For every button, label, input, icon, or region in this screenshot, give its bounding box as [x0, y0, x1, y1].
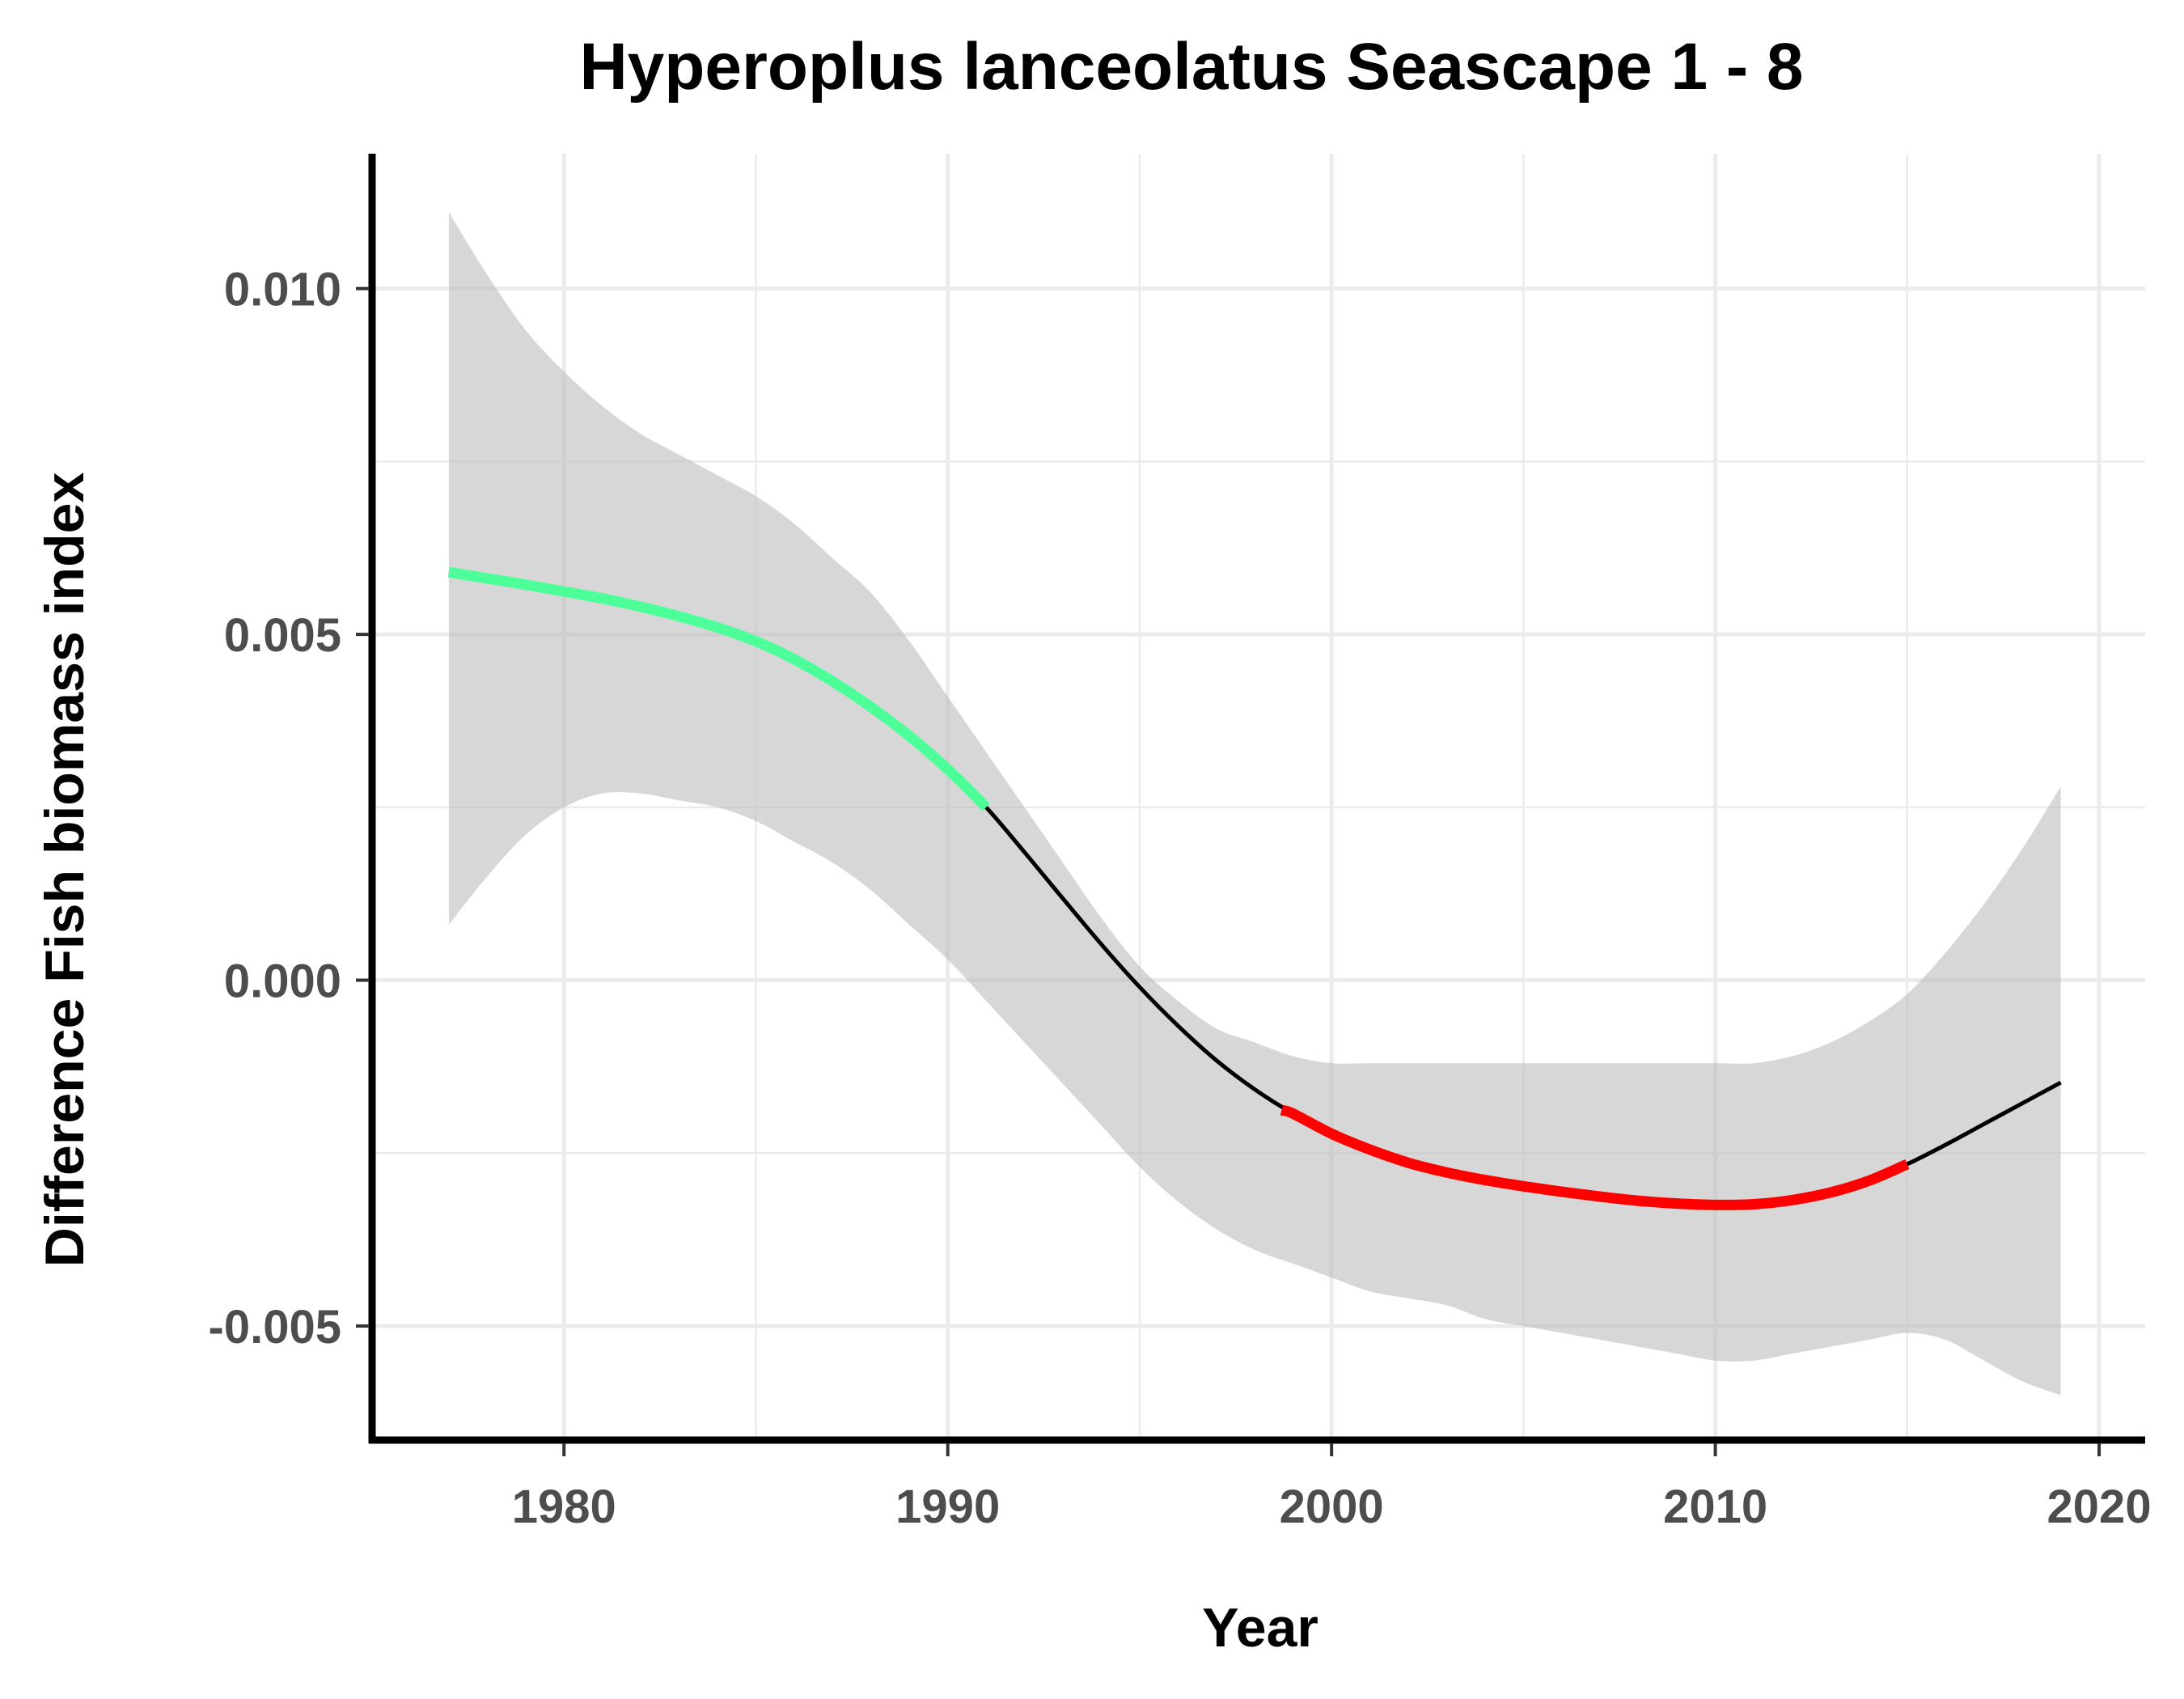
- series-line-decrease: [1280, 1104, 1910, 1210]
- series-line-increase: [447, 566, 990, 811]
- confidence-band: [448, 212, 2061, 1396]
- confidence-band-group: [448, 212, 2061, 1396]
- x-tick-label: 2020: [2047, 1481, 2152, 1533]
- ticks: 1980 1990 2000 2010 2020 -0.005 0.000 0.005 0.01…: [209, 264, 2152, 1533]
- series-group: [447, 566, 2062, 1210]
- x-tick-label: 2000: [1280, 1481, 1384, 1533]
- axes: [368, 154, 2145, 1444]
- y-tick-label: 0.010: [224, 264, 341, 316]
- y-tick-label: -0.005: [209, 1301, 341, 1354]
- y-axis-title: Difference Fish biomass index: [34, 472, 95, 1268]
- y-tick-label: 0.000: [224, 955, 341, 1008]
- x-axis-title: Year: [1202, 1597, 1318, 1659]
- chart-title: Hyperoplus lanceolatus Seascape 1 - 8: [579, 30, 1803, 104]
- y-tick-label: 0.005: [224, 609, 341, 662]
- x-tick-label: 1990: [895, 1481, 1000, 1533]
- x-tick-label: 2010: [1663, 1481, 1767, 1533]
- x-tick-label: 1980: [512, 1481, 616, 1533]
